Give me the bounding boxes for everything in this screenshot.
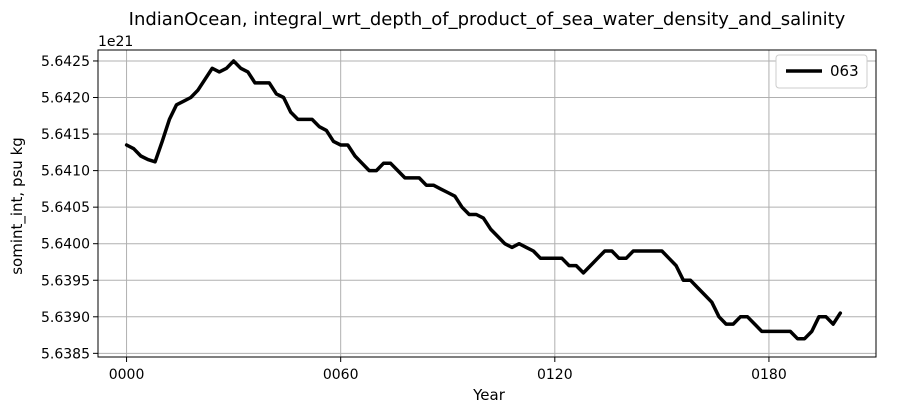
series-group <box>124 59 843 341</box>
x-axis-label: Year <box>472 386 506 404</box>
grid-lines <box>98 50 876 357</box>
legend: 063 <box>775 54 868 89</box>
x-tick-label: 0060 <box>323 367 359 383</box>
y-tick-label: 5.6420 <box>41 91 90 107</box>
y-tick-label: 5.6400 <box>41 237 90 253</box>
x-axis-ticks: 0000 0060 0120 0180 <box>109 357 787 383</box>
y-tick-label: 5.6415 <box>41 127 90 143</box>
x-tick-label: 0000 <box>109 367 145 383</box>
x-tick-label: 0120 <box>537 367 573 383</box>
series-line-063 <box>124 59 843 341</box>
y-axis-ticks: 5.6385 5.6390 5.6395 5.6400 5.6405 5.6410 5.64… <box>41 54 98 362</box>
plot-frame <box>97 49 877 358</box>
y-offset-label: 1e21 <box>98 34 133 50</box>
y-tick-label: 5.6405 <box>41 200 90 216</box>
y-tick-label: 5.6425 <box>41 54 90 70</box>
chart-title: IndianOcean, integral_wrt_depth_of_produ… <box>129 9 846 30</box>
y-tick-label: 5.6390 <box>41 310 90 326</box>
y-tick-label: 5.6410 <box>41 164 90 180</box>
legend-label-063: 063 <box>830 62 859 80</box>
y-tick-label: 5.6395 <box>41 273 90 289</box>
x-tick-label: 0180 <box>751 367 787 383</box>
y-tick-label: 5.6385 <box>41 346 90 362</box>
y-axis-label: somint_int, psu kg <box>8 137 27 275</box>
